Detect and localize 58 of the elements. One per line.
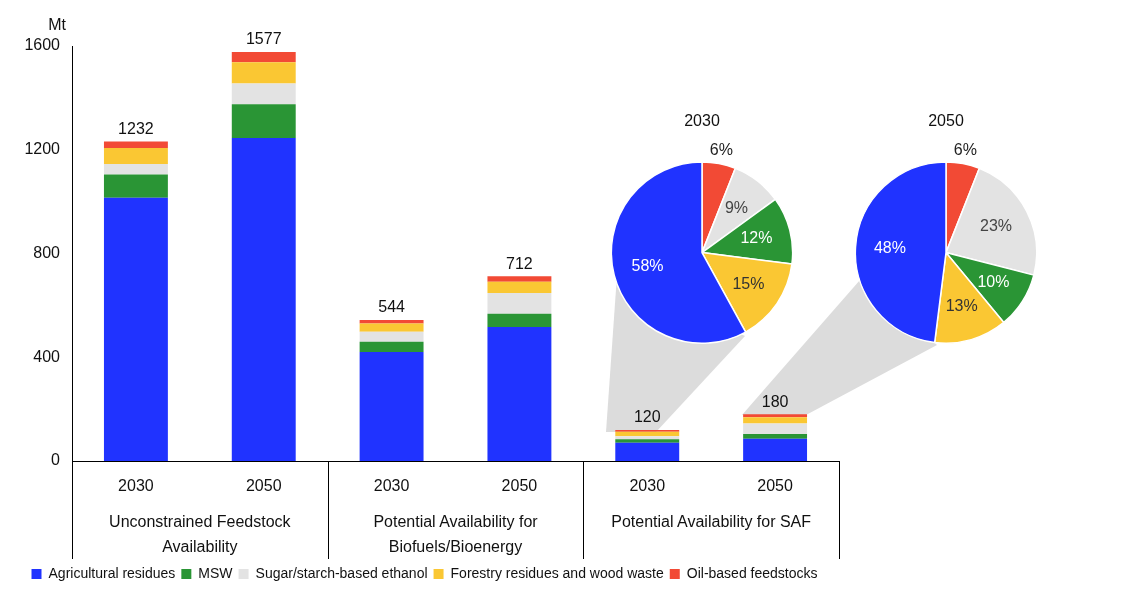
- x-tick-label: 2030: [373, 477, 410, 495]
- x-tick-label: 2030: [118, 477, 154, 495]
- legend-label: MSW: [198, 564, 234, 581]
- bar: [231, 83, 296, 105]
- bar: [103, 197, 168, 461]
- bar: [231, 62, 296, 84]
- bar: [743, 438, 808, 461]
- bar: [103, 141, 168, 148]
- data-label: 6%: [709, 141, 733, 159]
- legend-label: Forestry residues and wood waste: [450, 564, 664, 581]
- data-label: 6%: [953, 141, 977, 159]
- y-tick-label: 800: [33, 243, 61, 261]
- total-label: 712: [506, 254, 533, 272]
- x-tick-label: 2030: [629, 477, 666, 495]
- data-label: 48%: [873, 239, 906, 257]
- bar: [359, 341, 424, 353]
- data-label: 12%: [740, 229, 773, 247]
- x-tick-label: 2050: [757, 477, 793, 495]
- y-axis-title: Mt: [48, 16, 67, 34]
- data-label: 13%: [945, 296, 978, 314]
- y-tick-label: 1600: [24, 36, 61, 54]
- total-label: 1232: [118, 119, 154, 137]
- data-label: 9%: [724, 198, 749, 216]
- chart-title: 2050: [928, 112, 964, 130]
- legend-label: Oil-based feedstocks: [686, 564, 818, 581]
- data-label: 23%: [980, 217, 1013, 235]
- legend-label: Sugar/starch-based ethanol: [255, 564, 428, 581]
- total-label: 544: [378, 298, 406, 316]
- bar: [743, 434, 808, 439]
- bar: [487, 292, 552, 314]
- bar: [615, 442, 680, 461]
- chart-title: 2030: [684, 112, 720, 130]
- text: Potential Availability for SAF: [611, 513, 812, 531]
- legend-label: Agricultural residues: [48, 564, 176, 581]
- bar: [487, 276, 552, 282]
- bar: [103, 147, 168, 165]
- x-tick-label: 2050: [245, 477, 282, 495]
- y-tick-label: 0: [51, 451, 61, 469]
- data-label: 10%: [977, 273, 1010, 291]
- bar: [487, 281, 552, 293]
- bar: [231, 138, 296, 461]
- bar: [103, 174, 168, 198]
- total-label: 1577: [245, 30, 282, 48]
- bar: [359, 319, 424, 324]
- text: Unconstrained Feedstock Availability: [109, 513, 292, 556]
- bar: [359, 352, 424, 461]
- data-label: 58%: [631, 256, 664, 274]
- bar: [487, 326, 552, 461]
- x-tick-label: 2050: [501, 477, 538, 495]
- text: Potential Availability for Biofuels/Bioenergy: [373, 513, 539, 556]
- bar: [231, 51, 296, 63]
- bar: [359, 331, 424, 342]
- bar: [487, 313, 552, 327]
- y-tick-label: 400: [33, 347, 61, 365]
- y-tick-label: 1200: [24, 140, 61, 158]
- bar: [231, 104, 296, 139]
- bar: [103, 164, 168, 175]
- bar: [359, 323, 424, 332]
